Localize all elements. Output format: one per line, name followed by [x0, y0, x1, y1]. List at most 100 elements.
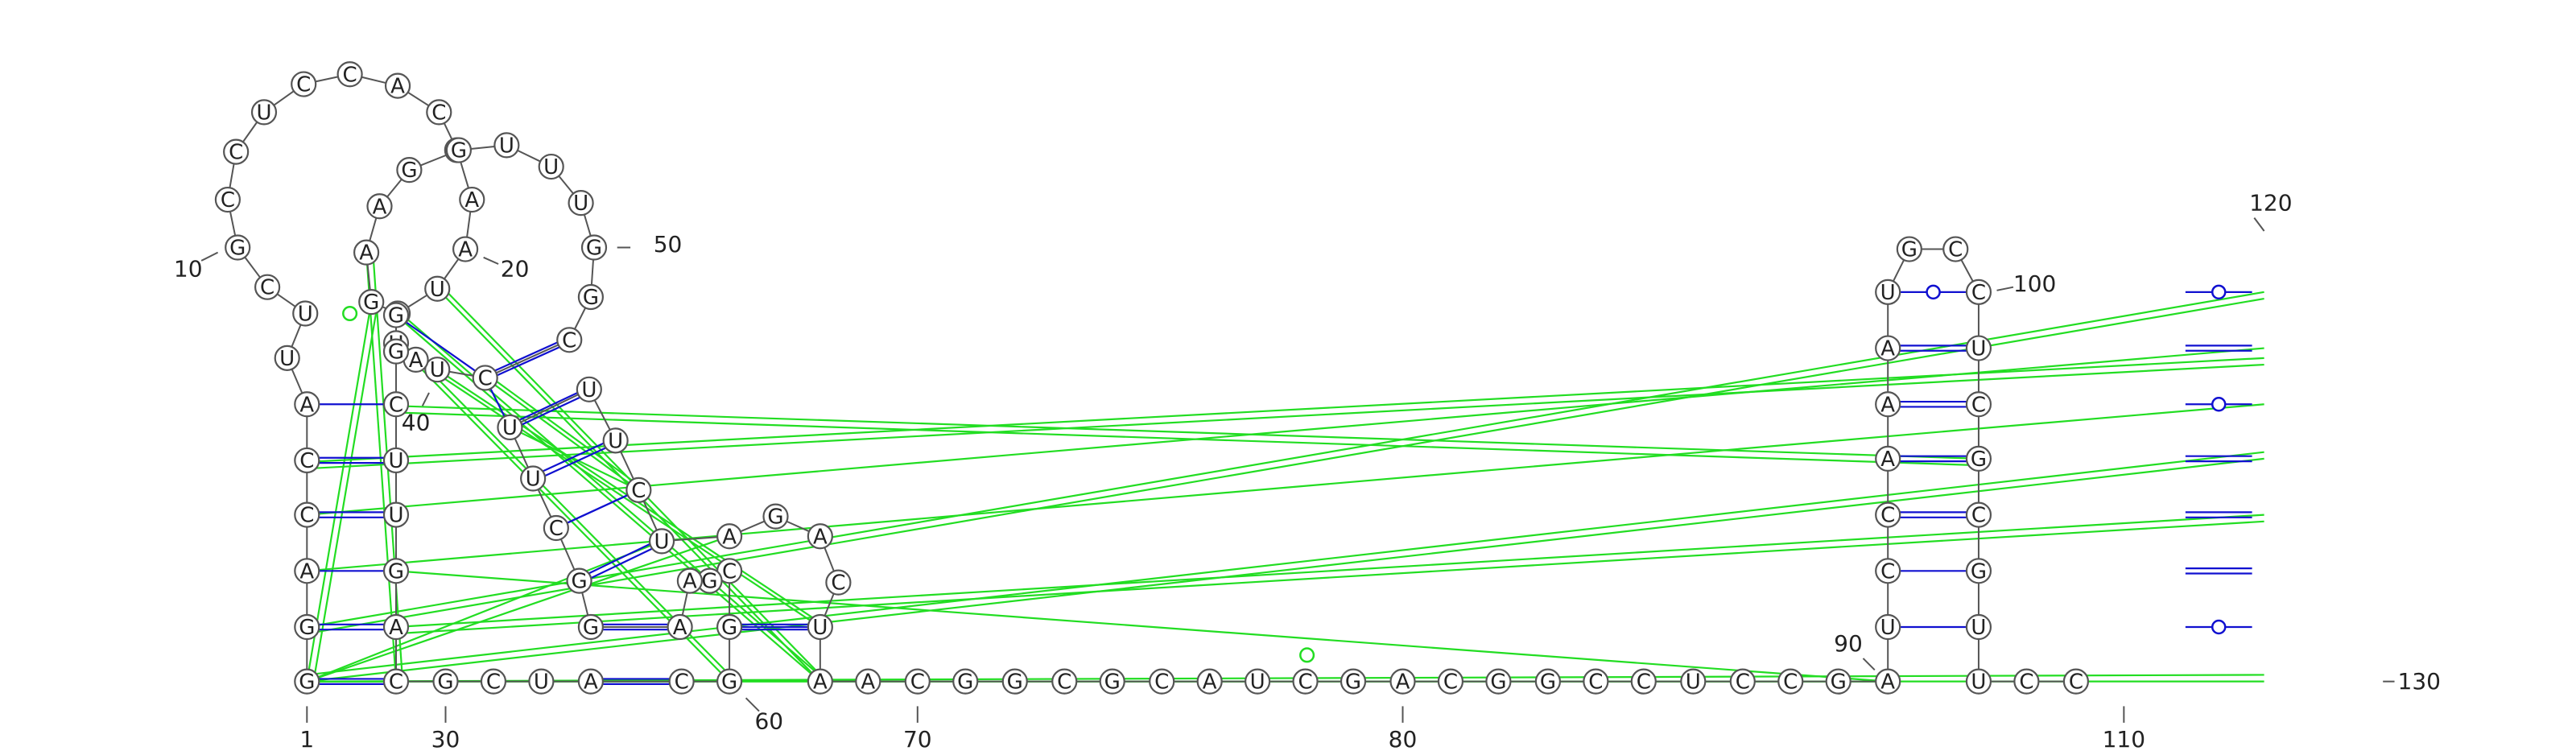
nucleotide: C: [1583, 668, 1609, 695]
nucleotide-circle: [762, 503, 789, 530]
nucleotide-circle: [424, 275, 451, 302]
nucleotide-circle: [1583, 668, 1609, 695]
nucleotide-letter: G: [957, 670, 973, 695]
nucleotide-letter: A: [389, 616, 403, 640]
nucleotide-letter: C: [2069, 670, 2083, 695]
nucleotide-letter: C: [1057, 670, 1071, 695]
nucleotide-circle: [1389, 668, 1416, 695]
nucleotide-letter: C: [343, 63, 357, 87]
nucleotide: U: [1965, 613, 1992, 641]
nucleotide: C: [291, 71, 317, 97]
nucleotide-circle: [1437, 668, 1464, 695]
nucleotide-circle: [274, 344, 300, 371]
nucleotide-letter: G: [1831, 670, 1847, 695]
nucleotide-letter: G: [1901, 238, 1918, 262]
tertiary-interaction-line: [395, 411, 1979, 467]
nucleotide-circle: [556, 327, 583, 353]
nucleotide-letter: G: [583, 616, 599, 640]
nucleotide-letter: G: [586, 237, 602, 261]
backbone-link: [315, 76, 339, 83]
position-tick: [1862, 658, 1876, 671]
wobble-pair-marker: [2211, 619, 2227, 635]
nucleotide: C: [1051, 668, 1078, 695]
nucleotide: G: [1965, 445, 1992, 472]
base-pair-line: [544, 447, 606, 477]
base-pairs: [319, 284, 2252, 685]
nucleotide: G: [577, 283, 605, 311]
position-number: 60: [754, 708, 783, 734]
nucleotide-letter: G: [229, 237, 246, 261]
nucleotide: A: [1875, 445, 1901, 472]
backbone-link: [786, 520, 810, 533]
nucleotide-circle: [1875, 501, 1901, 528]
nucleotide-circle: [366, 193, 393, 220]
nucleotide-circle: [214, 186, 241, 213]
nucleotide: C: [1875, 501, 1901, 528]
nucleotide: A: [807, 668, 833, 695]
nucleotide-circle: [1729, 668, 1756, 695]
backbone-link: [1960, 259, 1974, 283]
nucleotide-circle: [254, 274, 281, 300]
nucleotide-circle: [493, 132, 520, 159]
tertiary-interaction-line: [306, 301, 373, 682]
nucleotide-letter: A: [409, 349, 423, 373]
nucleotide: U: [274, 344, 300, 371]
base-pair-line: [542, 442, 605, 472]
nucleotide-circle: [904, 668, 931, 695]
nucleotide-circle: [2062, 668, 2089, 695]
nucleotide-letter: C: [1948, 238, 1963, 262]
nucleotide-letter: C: [1971, 504, 1986, 528]
position-number: 100: [2013, 270, 2056, 297]
nucleotide: A: [294, 558, 320, 584]
nucleotide: C: [1729, 668, 1756, 695]
nucleotide-letter: C: [299, 449, 314, 473]
nucleotide-circle: [424, 357, 451, 383]
nucleotide-letter: C: [1971, 281, 1986, 305]
nucleotide-letter: G: [1490, 670, 1506, 695]
nucleotide-letter: U: [499, 134, 514, 158]
nucleotide-circle: [520, 465, 547, 492]
nucleotide: U: [568, 190, 594, 217]
backbone-link: [448, 370, 474, 377]
nucleotide: A: [1875, 391, 1901, 418]
nucleotide-circle: [566, 567, 592, 594]
nucleotide-circle: [452, 236, 479, 262]
nucleotide-letter: C: [221, 188, 235, 212]
nucleotide: U: [538, 153, 564, 180]
nucleotide-letter: A: [1203, 670, 1217, 695]
nucleotide-letter: C: [1637, 670, 1651, 695]
nucleotide: C: [1942, 236, 1969, 262]
nucleotide: U: [528, 668, 555, 695]
nucleotide-circle: [1292, 668, 1319, 695]
nucleotide-letter: A: [1880, 670, 1895, 695]
nucleotide-letter: G: [1104, 670, 1121, 695]
nucleotide-letter: C: [299, 504, 314, 528]
nucleotide-letter: G: [388, 304, 404, 328]
nucleotide-circle: [1965, 445, 1992, 472]
nucleotide-circle: [1942, 236, 1969, 262]
nucleotide: U: [648, 528, 675, 555]
nucleotide: U: [497, 414, 523, 441]
nucleotide-circle: [1099, 668, 1125, 695]
nucleotide-letter: C: [2019, 670, 2033, 695]
nucleotide-circle: [1875, 278, 1901, 305]
nucleotide-letter: G: [401, 159, 417, 183]
nucleotide-letter: G: [388, 340, 404, 365]
tertiary-interaction-line: [415, 358, 821, 628]
nucleotide: U: [1965, 668, 1992, 695]
nucleotide: G: [358, 289, 385, 316]
nucleotide: G: [382, 338, 410, 365]
backbone-link: [537, 489, 552, 518]
nucleotide-letter: U: [654, 530, 670, 554]
backbone-link: [642, 501, 658, 531]
nucleotide-circle: [1777, 668, 1804, 695]
position-tick: [483, 256, 499, 265]
nucleotide: A: [676, 567, 704, 594]
backbone-link: [419, 154, 448, 167]
backbone-link: [574, 307, 587, 330]
nucleotide: C: [1292, 668, 1319, 695]
nucleotide-circle: [952, 668, 979, 695]
nucleotide-circle: [1875, 668, 1901, 695]
nucleotide: G: [1896, 236, 1922, 262]
nucleotide: U: [602, 427, 629, 454]
